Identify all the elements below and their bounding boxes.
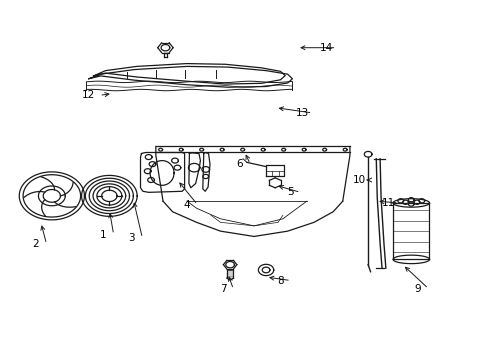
Text: 4: 4	[183, 200, 190, 210]
Text: 13: 13	[295, 108, 308, 118]
Text: 3: 3	[128, 233, 135, 243]
Text: 14: 14	[319, 43, 332, 53]
Text: 7: 7	[219, 284, 226, 294]
Text: 1: 1	[100, 230, 106, 240]
Text: 2: 2	[33, 239, 39, 249]
Text: 9: 9	[414, 284, 421, 294]
Text: 8: 8	[277, 275, 283, 285]
Text: 6: 6	[236, 159, 243, 169]
Text: 11: 11	[381, 198, 394, 208]
Text: 12: 12	[82, 90, 95, 100]
Text: 10: 10	[352, 175, 366, 185]
Text: 5: 5	[286, 187, 293, 197]
